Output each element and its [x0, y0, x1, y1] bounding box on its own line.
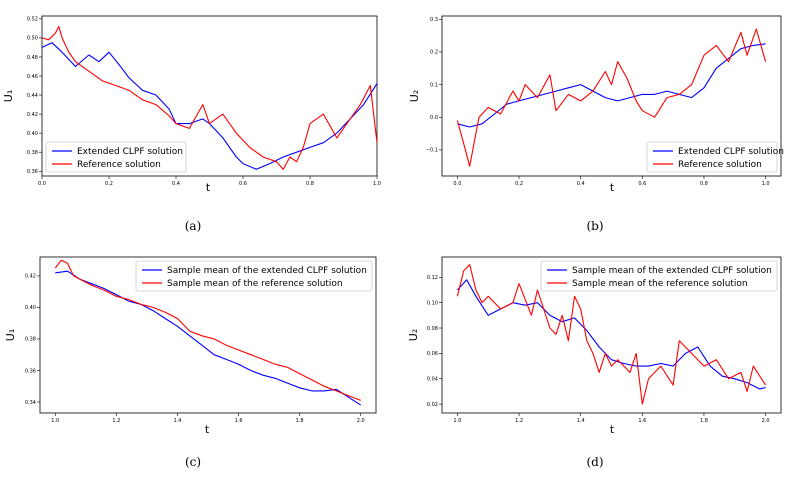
x-tick-label: 0.4 — [172, 181, 180, 187]
y-tick-label: −0.1 — [426, 148, 438, 154]
y-tick-label: 0.12 — [427, 275, 438, 281]
y-tick-label: 0.38 — [27, 150, 38, 156]
series-line-extended — [457, 43, 766, 128]
legend-box — [45, 141, 187, 173]
y-tick-label: 0.1 — [430, 82, 438, 88]
plot-frame — [441, 256, 782, 414]
x-tick-label: 0.8 — [700, 181, 708, 187]
y-tick-label: 0.42 — [27, 112, 38, 118]
legend-label: Sample mean of the reference solution — [572, 279, 748, 289]
y-tick-label: 0.02 — [427, 402, 438, 408]
y-tick-label: 0.36 — [25, 368, 36, 374]
y-axis-label: U₁ — [4, 329, 17, 341]
legend: Extended CLPF solution Reference solution — [646, 141, 784, 173]
panel-caption: (c) — [185, 455, 201, 469]
x-tick-label: 1.0 — [373, 181, 381, 187]
series-line-extended — [41, 42, 378, 170]
y-tick-label: 0.48 — [27, 55, 38, 61]
y-tick-label: 0.3 — [430, 17, 438, 23]
y-tick-label: 0.34 — [25, 400, 36, 406]
legend-label: Sample mean of the reference solution — [167, 279, 343, 289]
plot-frame — [441, 15, 782, 177]
y-axis-label: U₂ — [407, 329, 420, 341]
x-tick-label: 1.2 — [515, 418, 523, 424]
x-tick-label: 1.8 — [296, 418, 304, 424]
chart-panel-b: 0.0 0.2 0.4 0.6 0.8 1.0 −0.1 0.0 0.1 0.2 0.3 t U₂ Ext… — [408, 15, 784, 194]
x-tick-label: 1.6 — [235, 418, 243, 424]
x-tick-label: 1.4 — [577, 418, 585, 424]
y-tick-label: 0.40 — [27, 131, 38, 137]
x-tick-label: 0.2 — [105, 181, 113, 187]
y-tick-label: 0.40 — [25, 305, 36, 311]
chart-panel-d: 1.0 1.2 1.4 1.6 1.8 2.0 0.02 0.04 0.06 0.08 0.10 0.… — [407, 256, 782, 436]
x-tick-label: 0.0 — [453, 181, 461, 187]
y-tick-label: 0.36 — [27, 169, 38, 175]
panel-caption: (d) — [586, 455, 603, 469]
x-tick-label: 1.0 — [762, 181, 770, 187]
y-tick-label: 0.38 — [25, 337, 36, 343]
x-axis-label: t — [610, 423, 615, 436]
series-line-extended — [456, 279, 766, 390]
x-tick-label: 0.2 — [515, 181, 523, 187]
x-tick-label: 2.0 — [762, 418, 770, 424]
plot-frame — [39, 256, 377, 414]
y-axis-label: U₂ — [408, 90, 421, 102]
series-line-reference — [54, 259, 361, 401]
legend: Sample mean of the extended CLPF solutio… — [540, 260, 778, 292]
y-tick-label: 0.04 — [427, 377, 438, 383]
x-tick-label: 0.4 — [577, 181, 585, 187]
legend-label: Extended CLPF solution — [77, 147, 183, 157]
y-tick-label: 0.42 — [25, 274, 36, 280]
series-line-reference — [456, 28, 767, 167]
x-axis-label: t — [206, 181, 211, 194]
y-tick-label: 0.46 — [27, 74, 38, 80]
y-tick-label: 0.44 — [27, 93, 38, 99]
y-axis-label: U₁ — [2, 90, 15, 102]
legend-label: Reference solution — [77, 160, 161, 170]
panel-caption: (b) — [586, 219, 603, 233]
x-tick-label: 1.8 — [700, 418, 708, 424]
series-line-extended — [55, 270, 361, 406]
x-tick-label: 1.6 — [638, 418, 646, 424]
plot-frame — [41, 15, 378, 177]
x-axis-label: t — [610, 181, 615, 194]
chart-panel-c: 1.0 1.2 1.4 1.6 1.8 2.0 0.34 0.36 0.38 0.40 0.42 t U… — [4, 256, 377, 436]
x-tick-label: 1.4 — [173, 418, 181, 424]
legend-box — [646, 141, 778, 173]
series-line-reference — [456, 264, 767, 405]
x-tick-label: 1.0 — [51, 418, 59, 424]
legend: Sample mean of the extended CLPF solutio… — [135, 260, 373, 292]
x-tick-label: 0.0 — [38, 181, 46, 187]
x-tick-label: 1.0 — [453, 418, 461, 424]
legend-box — [135, 260, 373, 292]
y-tick-label: 0.2 — [430, 50, 438, 56]
legend-box — [540, 260, 778, 292]
y-tick-label: 0.06 — [427, 351, 438, 357]
legend-label: Reference solution — [678, 160, 762, 170]
x-tick-label: 0.6 — [638, 181, 646, 187]
panel-caption: (a) — [185, 219, 202, 233]
x-tick-label: 0.8 — [306, 181, 314, 187]
legend-label: Sample mean of the extended CLPF solutio… — [167, 266, 367, 276]
series-line-reference — [41, 25, 378, 170]
legend-label: Sample mean of the extended CLPF solutio… — [572, 266, 772, 276]
x-tick-label: 1.2 — [112, 418, 120, 424]
y-tick-label: 0.0 — [430, 115, 438, 121]
y-tick-label: 0.52 — [27, 17, 38, 23]
legend-label: Extended CLPF solution — [678, 147, 784, 157]
legend: Extended CLPF solution Reference solution — [45, 141, 187, 173]
chart-panel-a: 0.0 0.2 0.4 0.6 0.8 1.0 0.36 0.38 0.40 0.42 0.44 0.… — [2, 15, 381, 194]
y-tick-label: 0.50 — [27, 36, 38, 42]
x-tick-label: 0.6 — [239, 181, 247, 187]
y-tick-label: 0.08 — [427, 326, 438, 332]
x-axis-label: t — [205, 423, 210, 436]
x-tick-label: 2.0 — [357, 418, 365, 424]
y-tick-label: 0.10 — [427, 300, 438, 306]
